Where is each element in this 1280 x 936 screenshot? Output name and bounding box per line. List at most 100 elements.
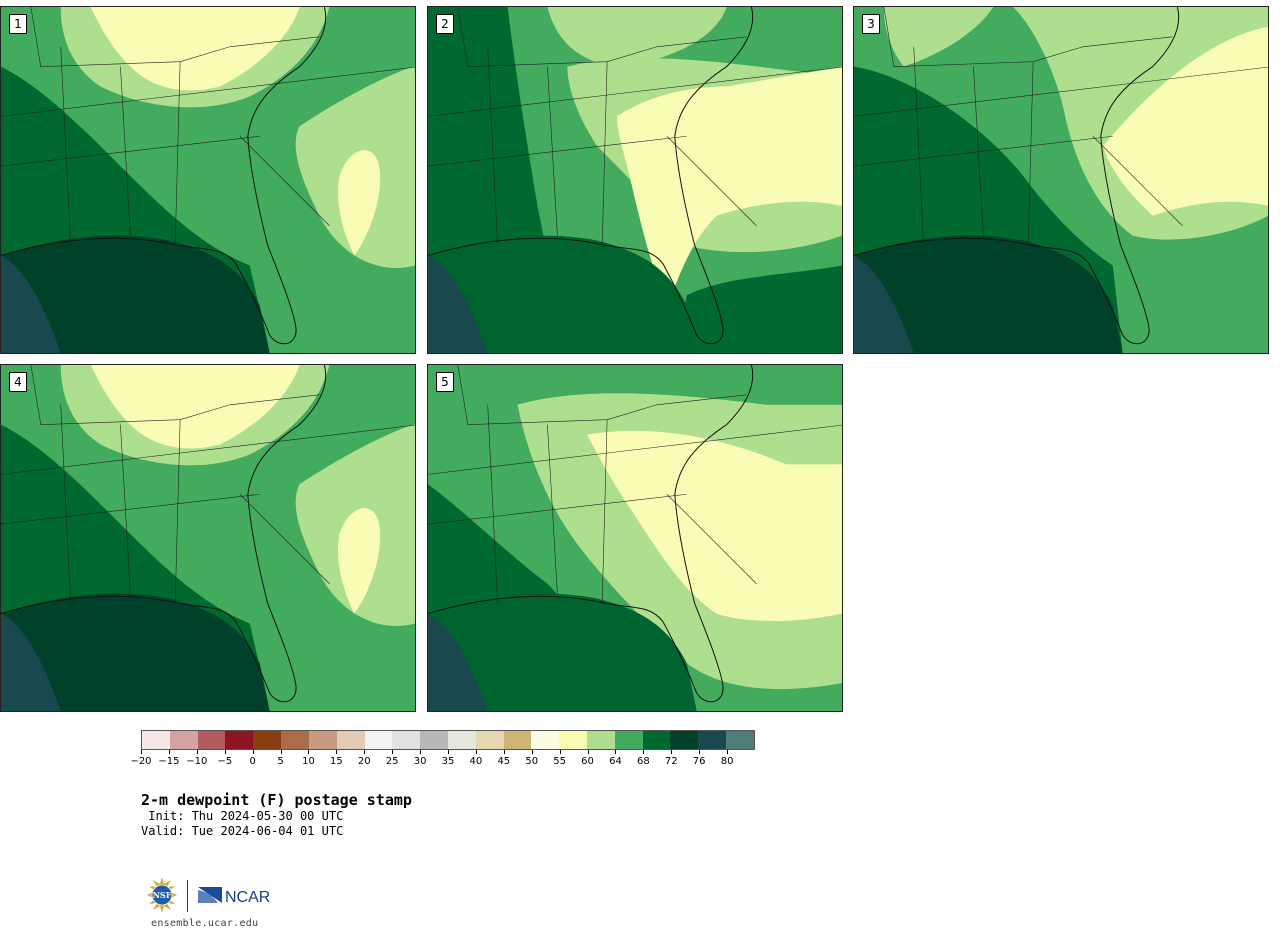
colorbar-tick-label: 72 — [664, 756, 678, 767]
colorbar-tick-label: 20 — [357, 756, 371, 767]
member-panel-4: 4 — [0, 364, 416, 712]
state-boundary — [1, 424, 415, 475]
colorbar-swatch — [364, 731, 393, 749]
colorbar-tick-label: −15 — [158, 756, 180, 767]
colorbar-tick — [643, 750, 645, 754]
dewpoint-map-4 — [1, 365, 415, 711]
gulf-region — [428, 235, 697, 353]
ncar-logo-text: NCAR — [225, 889, 270, 906]
colorbar-swatch — [447, 731, 476, 749]
gulf-region — [1, 235, 270, 353]
panel-number-label: 3 — [862, 14, 880, 34]
state-boundary — [601, 61, 608, 246]
ncar-logo: NCAR — [198, 887, 270, 906]
nsf-logo-text: NSF — [153, 890, 172, 900]
colorbar-tick — [308, 750, 310, 754]
colorbar-swatch — [308, 731, 337, 749]
colorbar-tick — [671, 750, 673, 754]
colorbar-tick — [420, 750, 422, 754]
colorbar-tick-label: 80 — [720, 756, 734, 767]
colorbar-tick — [364, 750, 366, 754]
colorbar-swatch — [642, 731, 671, 749]
state-boundary — [854, 135, 1113, 167]
member-panel-2: 2 — [427, 6, 843, 354]
colorbar-swatch — [392, 731, 421, 749]
state-boundary — [1, 493, 260, 525]
dewpoint-map-3 — [854, 7, 1268, 353]
colorbar-swatch — [698, 731, 727, 749]
colorbar-tick — [587, 750, 589, 754]
colorbar-swatch — [475, 731, 504, 749]
dewpoint-band — [587, 430, 842, 622]
gulf-region — [428, 593, 697, 711]
coastline — [428, 365, 754, 703]
colorbar-tick-label: 25 — [385, 756, 399, 767]
colorbar-tick-label: 35 — [441, 756, 455, 767]
colorbar-swatch — [559, 731, 587, 749]
member-panel-5: 5 — [427, 364, 843, 712]
member-panel-1: 1 — [0, 6, 416, 354]
state-boundary — [428, 493, 687, 525]
colorbar-tick-labels: −20 −15 −10 −5 0 5 10 15 20 25 30 35 40 45 50 55 60 64 68 7… — [130, 750, 755, 772]
colorbar-tick-label: 0 — [249, 756, 256, 767]
state-boundary — [547, 424, 558, 594]
footer-url: ensemble.ucar.edu — [151, 918, 259, 929]
colorbar-tick-label: 5 — [277, 756, 284, 767]
dewpoint-band — [1102, 26, 1268, 216]
state-boundary — [239, 494, 330, 584]
colorbar-swatch — [225, 731, 254, 749]
dewpoint-band — [338, 150, 381, 256]
panel-number-label: 2 — [436, 14, 454, 34]
state-boundary — [854, 66, 1268, 117]
dewpoint-band — [547, 7, 727, 67]
state-boundary — [457, 7, 747, 67]
colorbar-tick-label: −5 — [217, 756, 233, 767]
dewpoint-band — [40, 365, 415, 664]
colorbar-tick-label: −20 — [130, 756, 152, 767]
colorbar-swatch — [197, 731, 226, 749]
gulf-deep-region — [428, 255, 488, 353]
colorbar-tick — [168, 750, 170, 754]
sponsor-logos: NSF NCAR — [144, 877, 274, 917]
state-boundary — [428, 66, 842, 117]
colorbar-tick-label: 30 — [413, 756, 427, 767]
colorbar-tick-label: 50 — [525, 756, 539, 767]
nsf-logo: NSF — [147, 877, 177, 913]
state-boundary — [174, 419, 181, 604]
colorbar-tick — [196, 750, 198, 754]
state-boundary — [973, 66, 984, 236]
state-boundary — [239, 136, 330, 226]
coastline — [854, 7, 1180, 345]
dewpoint-band — [883, 7, 994, 67]
gulf-region — [854, 235, 1123, 353]
colorbar-tick-label: 10 — [302, 756, 315, 767]
state-boundary — [487, 46, 498, 246]
dewpoint-band — [90, 7, 300, 91]
colorbar-tick — [615, 750, 617, 754]
gulf-region — [1, 593, 270, 711]
colorbar-swatch — [670, 731, 699, 749]
colorbar-swatch — [336, 731, 365, 749]
dewpoint-band — [40, 7, 415, 306]
colorbar-swatch — [587, 731, 615, 749]
colorbar-tick — [252, 750, 254, 754]
state-boundary — [1092, 136, 1183, 226]
colorbar-swatch — [614, 731, 643, 749]
dewpoint-map-1 — [1, 7, 415, 353]
colorbar-swatch — [726, 731, 754, 749]
gulf-deep-region — [428, 613, 488, 711]
init-time: Init: Thu 2024-05-30 00 UTC — [141, 809, 344, 823]
dewpoint-band — [90, 365, 300, 449]
state-boundary — [666, 494, 757, 584]
coastline — [1, 365, 327, 703]
panel-number-label: 5 — [436, 372, 454, 392]
chart-title: 2-m dewpoint (F) postage stamp — [141, 791, 412, 809]
colorbar-tick-label: 40 — [469, 756, 483, 767]
state-boundary — [666, 136, 757, 226]
colorbar-tick-label: −10 — [186, 756, 208, 767]
colorbar-tick — [280, 750, 282, 754]
panel-number-label: 1 — [9, 14, 27, 34]
colorbar-tick-label: 45 — [497, 756, 511, 767]
dewpoint-map-5 — [428, 365, 842, 711]
state-boundary — [457, 365, 747, 425]
